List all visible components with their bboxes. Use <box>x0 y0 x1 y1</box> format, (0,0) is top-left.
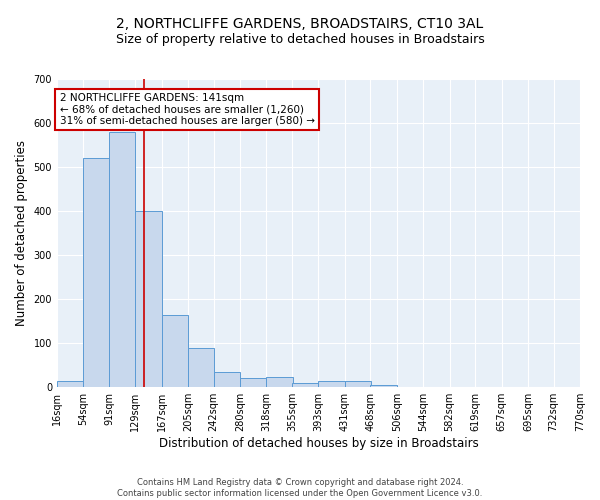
Text: 2 NORTHCLIFFE GARDENS: 141sqm
← 68% of detached houses are smaller (1,260)
31% o: 2 NORTHCLIFFE GARDENS: 141sqm ← 68% of d… <box>59 93 314 126</box>
Bar <box>370 384 397 387</box>
Bar <box>319 382 345 387</box>
Bar <box>345 381 371 387</box>
Bar <box>240 378 266 387</box>
X-axis label: Distribution of detached houses by size in Broadstairs: Distribution of detached houses by size … <box>158 437 478 450</box>
Bar <box>214 372 240 387</box>
Text: Size of property relative to detached houses in Broadstairs: Size of property relative to detached ho… <box>116 32 484 46</box>
Y-axis label: Number of detached properties: Number of detached properties <box>15 140 28 326</box>
Bar <box>57 380 83 387</box>
Bar <box>83 158 110 387</box>
Bar <box>109 132 136 387</box>
Bar <box>292 383 319 387</box>
Bar <box>136 211 161 387</box>
Text: Contains HM Land Registry data © Crown copyright and database right 2024.
Contai: Contains HM Land Registry data © Crown c… <box>118 478 482 498</box>
Bar <box>188 348 214 387</box>
Text: 2, NORTHCLIFFE GARDENS, BROADSTAIRS, CT10 3AL: 2, NORTHCLIFFE GARDENS, BROADSTAIRS, CT1… <box>116 18 484 32</box>
Bar <box>266 377 293 387</box>
Bar <box>161 316 188 387</box>
